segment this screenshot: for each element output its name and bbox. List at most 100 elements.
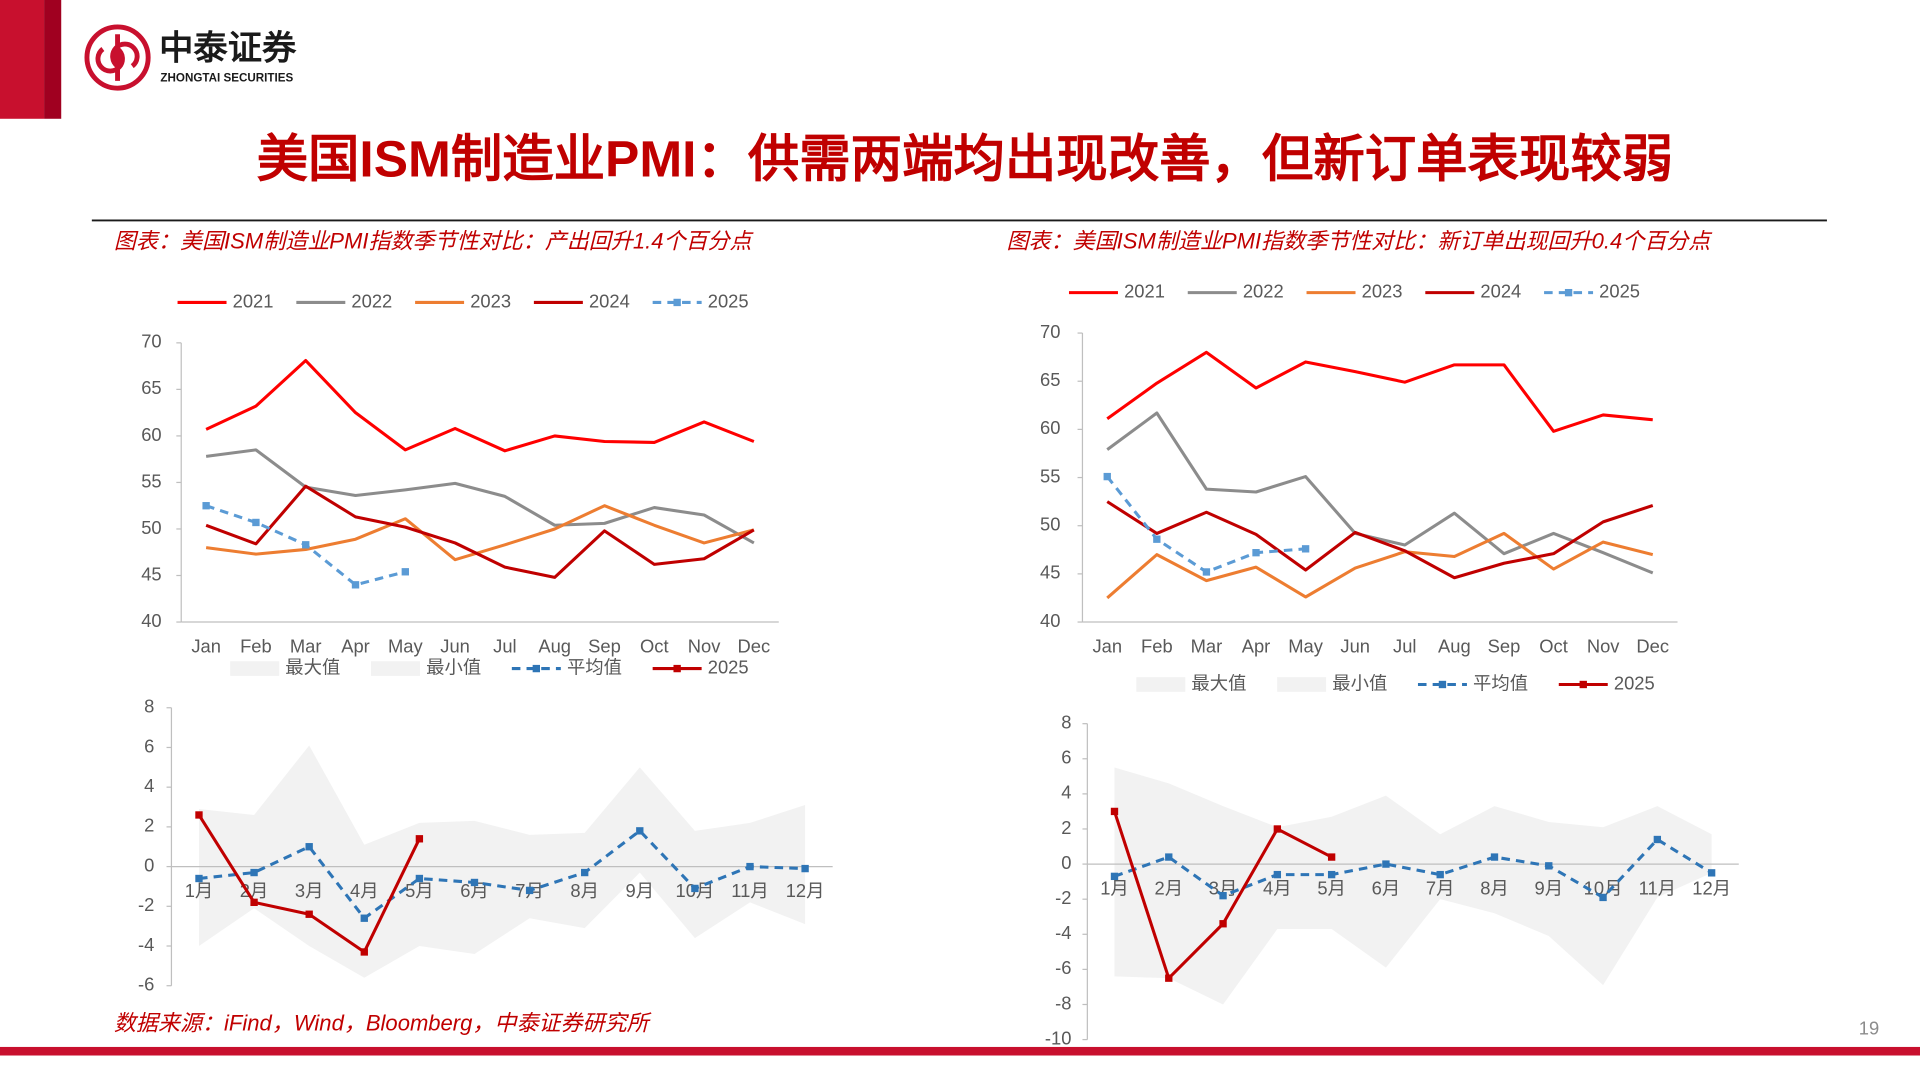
x-tick-label: Feb — [1141, 636, 1173, 657]
x-tick-label: Jul — [493, 636, 516, 657]
x-tick-label: 8月 — [570, 880, 599, 901]
legend-marker — [673, 664, 681, 673]
logo-mark — [95, 34, 140, 81]
y-tick-label: -6 — [138, 974, 154, 995]
y-tick-label: 50 — [141, 517, 161, 538]
point-marker — [302, 541, 310, 549]
point-marker — [1490, 853, 1499, 861]
legend-marker — [1438, 680, 1447, 689]
legend-swatch — [1136, 677, 1186, 692]
x-tick-label: Nov — [1587, 636, 1620, 657]
y-tick-label: 70 — [1040, 321, 1060, 342]
x-tick-label: Sep — [1488, 636, 1521, 657]
x-tick-label: Aug — [538, 636, 571, 657]
x-tick-label: 12月 — [786, 880, 825, 901]
x-tick-label: Sep — [588, 636, 621, 657]
point-marker — [195, 874, 203, 883]
legend-label: 2022 — [1243, 280, 1284, 301]
legend-marker — [1564, 288, 1573, 297]
x-tick-label: 1月 — [185, 880, 214, 901]
point-marker — [1436, 870, 1444, 879]
x-tick-label: 3月 — [295, 880, 324, 901]
x-tick-label: Mar — [1191, 636, 1223, 657]
corner-bar — [0, 0, 45, 119]
point-marker — [1327, 870, 1336, 879]
point-marker — [250, 898, 258, 906]
x-tick-label: Jun — [1340, 636, 1370, 657]
y-tick-label: 55 — [141, 470, 161, 491]
x-tick-label: Feb — [240, 636, 272, 657]
point-marker — [1110, 807, 1119, 816]
legend-label: 2023 — [1362, 280, 1403, 301]
y-tick-label: 2 — [1061, 817, 1071, 838]
x-tick-label: 2月 — [1154, 878, 1183, 899]
y-tick-label: -8 — [1055, 992, 1071, 1013]
x-tick-label: 11月 — [1639, 878, 1676, 899]
logo-name: 中泰证券 — [159, 29, 297, 67]
point-marker — [691, 884, 699, 893]
legend-swatch — [230, 661, 280, 676]
y-tick-label: 2 — [144, 815, 154, 836]
slide-title: 美国ISM制造业PMI：供需两端均出现改善，但新订单表现较弱 — [257, 129, 1674, 187]
x-tick-label: Mar — [290, 636, 322, 657]
y-tick-label: 55 — [1040, 465, 1060, 486]
legend-label: 2021 — [233, 290, 274, 311]
point-marker — [250, 868, 258, 877]
legend-label: 平均值 — [567, 656, 622, 677]
x-tick-label: Jan — [191, 636, 221, 657]
y-tick-label: -10 — [1045, 1027, 1072, 1048]
x-tick-label: 11月 — [731, 880, 768, 901]
series-line — [1106, 500, 1654, 580]
legend-swatch — [371, 661, 420, 676]
y-tick-label: 60 — [1040, 417, 1060, 438]
x-tick-label: Apr — [341, 636, 370, 657]
point-marker — [1273, 870, 1282, 879]
point-marker — [1219, 920, 1227, 928]
y-tick-label: 6 — [1061, 747, 1071, 768]
x-tick-label: Aug — [1438, 636, 1471, 657]
point-marker — [1202, 568, 1211, 576]
point-marker — [636, 827, 644, 835]
range-area — [198, 866, 806, 978]
point-marker — [305, 910, 313, 918]
point-marker — [1327, 853, 1336, 861]
point-marker — [470, 878, 479, 887]
point-marker — [305, 843, 313, 851]
chart-caption: 图表：美国ISM制造业PMI指数季节性对比：新订单出现回升0.4个百分点 — [1007, 228, 1714, 253]
y-tick-label: 60 — [141, 424, 161, 445]
point-marker — [401, 568, 409, 576]
point-marker — [1165, 853, 1173, 861]
legend-label: 2022 — [351, 290, 392, 311]
x-tick-label: 6月 — [460, 880, 489, 901]
x-tick-label: 7月 — [1426, 878, 1455, 899]
legend-marker — [1579, 680, 1587, 689]
y-tick-label: 40 — [1040, 610, 1060, 631]
x-tick-label: Jun — [440, 636, 470, 657]
x-tick-label: 3月 — [1209, 878, 1238, 899]
y-tick-label: 6 — [144, 735, 154, 756]
point-marker — [360, 914, 368, 922]
x-tick-label: 4月 — [350, 880, 379, 901]
point-marker — [195, 811, 203, 819]
y-tick-label: 70 — [141, 331, 161, 352]
point-marker — [1165, 974, 1173, 982]
x-tick-label: 12月 — [1692, 878, 1731, 899]
x-tick-label: 9月 — [626, 880, 655, 901]
point-marker — [801, 864, 809, 873]
point-marker — [351, 581, 360, 589]
x-tick-label: May — [1288, 636, 1324, 657]
legend-label: 2021 — [1124, 280, 1165, 301]
x-tick-label: 5月 — [1317, 878, 1346, 899]
series-line — [205, 484, 755, 579]
legend-label: 最小值 — [1332, 672, 1387, 693]
legend-swatch — [1277, 677, 1327, 692]
x-tick-label: 1月 — [1100, 878, 1129, 899]
point-marker — [202, 502, 210, 510]
legend-label: 平均值 — [1473, 672, 1528, 693]
y-tick-label: -4 — [1055, 922, 1071, 943]
x-tick-label: Jul — [1393, 636, 1416, 657]
y-tick-label: 8 — [144, 696, 154, 717]
point-marker — [1382, 860, 1390, 868]
x-tick-label: 2月 — [240, 880, 269, 901]
